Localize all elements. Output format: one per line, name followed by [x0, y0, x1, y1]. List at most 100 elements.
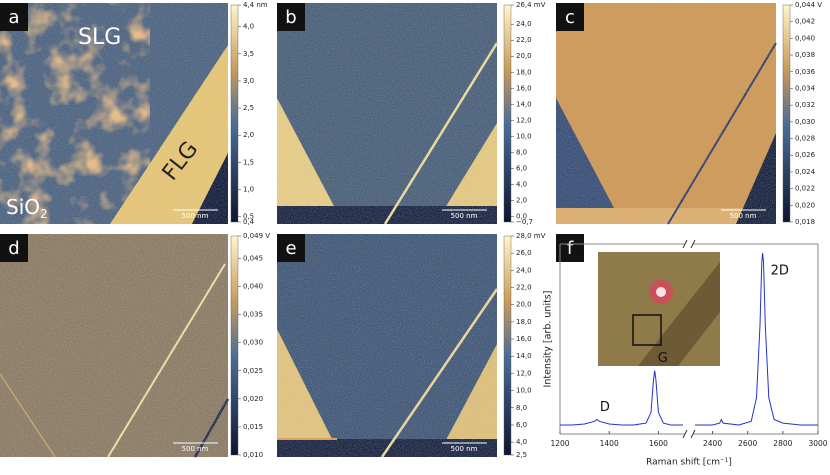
panel-label: c — [565, 7, 575, 28]
colorbar-tick-label: 0,024 — [795, 168, 816, 176]
colorbar-tick-label: 14,0 — [516, 352, 532, 360]
colorbar — [230, 235, 239, 456]
panel-label: f — [567, 238, 574, 259]
colorbar-tick-label: 24,0 — [516, 20, 532, 28]
panel-label-box — [556, 234, 584, 262]
colorbar-tick-label: 10,0 — [516, 387, 532, 395]
colorbar-tick-label: 0,010 — [243, 451, 263, 459]
colorbar-tick-label: 0,032 — [795, 101, 815, 109]
colorbar-tick-label: −0,7 — [516, 218, 533, 226]
panel-d-image — [0, 234, 230, 458]
panel-a-image — [0, 3, 228, 224]
colorbar-tick-label: 0,026 — [795, 151, 816, 159]
colorbar-tick-label: 0,028 — [795, 135, 815, 143]
colorbar-tick-label: 4,0 — [516, 438, 527, 446]
colorbar-tick-label: 0,015 — [243, 423, 263, 431]
x-tick-label: 3000 — [808, 439, 827, 448]
x-tick-label: 1400 — [600, 439, 619, 448]
colorbar-tick-label: 2,5 — [243, 104, 254, 112]
y-axis-label: Intensity [arb. units] — [543, 291, 554, 388]
colorbar-tick-label: 26,0 — [516, 249, 532, 257]
colorbar-tick-label: 6,0 — [516, 421, 527, 429]
scale-bar-label: 500 nm — [182, 212, 209, 220]
colorbar-tick-label: 0,040 — [243, 283, 263, 291]
colorbar-tick-label: 24,0 — [516, 266, 532, 274]
colorbar-tick-label: 18,0 — [516, 318, 532, 326]
colorbar-tick-label: 16,0 — [516, 335, 532, 343]
peak-label: G — [658, 351, 668, 366]
colorbar-tick-label: 0,030 — [795, 118, 815, 126]
colorbar-tick-label: 0,020 — [243, 395, 263, 403]
colorbar-tick-label: 0,030 — [243, 339, 263, 347]
panel-b-image — [277, 3, 499, 225]
peak-label: 2D — [771, 264, 789, 279]
panel-label: a — [8, 7, 19, 28]
colorbar-tick-label: 12,0 — [516, 369, 532, 377]
colorbar-tick-label: 0,025 — [243, 367, 263, 375]
colorbar-tick-label: 0,045 — [243, 254, 263, 262]
panel-label-box — [277, 234, 305, 262]
inset-photo — [598, 252, 720, 366]
panel-e-image — [277, 234, 499, 458]
panel-label-box — [0, 3, 28, 31]
colorbar-tick-label: 1,5 — [243, 158, 254, 166]
panel-label: b — [285, 7, 296, 28]
x-tick-label: 1200 — [550, 439, 569, 448]
colorbar-tick-label: 16,0 — [516, 84, 532, 92]
colorbar-tick-label: 0,4 — [243, 218, 255, 226]
colorbar-tick-label: 0,035 — [243, 311, 263, 319]
colorbar-tick-label: 4,4 nm — [243, 1, 268, 9]
colorbar-tick-label: 0,018 — [795, 218, 815, 226]
colorbar-tick-label: 18,0 — [516, 68, 532, 76]
colorbar-tick-label: 0,020 — [795, 201, 815, 209]
colorbar-tick-label: 10,0 — [516, 132, 532, 140]
colorbar-tick-label: 4,0 — [516, 180, 527, 188]
colorbar-tick-label: 0,036 — [795, 68, 816, 76]
peak-label: D — [600, 400, 610, 415]
colorbar — [230, 4, 239, 223]
x-tick-label: 1600 — [649, 439, 668, 448]
colorbar-tick-label: 1,0 — [243, 185, 254, 193]
slg-label: SLG — [78, 25, 121, 50]
colorbar-tick-label: 28,0 mV — [516, 232, 546, 240]
panel-label-box — [0, 234, 28, 262]
colorbar-tick-label: 20,0 — [516, 301, 532, 309]
colorbar-tick-label: 0,049 V — [243, 232, 270, 240]
scale-bar-label: 500 nm — [182, 445, 209, 453]
colorbar-tick-label: 2,5 — [516, 451, 527, 459]
colorbar-tick-label: 4,0 — [243, 23, 254, 31]
colorbar — [503, 235, 512, 456]
colorbar-tick-label: 14,0 — [516, 100, 532, 108]
colorbar-tick-label: 20,0 — [516, 52, 532, 60]
axis-break — [682, 239, 688, 249]
x-tick-label: 2600 — [738, 439, 757, 448]
panel-label-box — [556, 3, 584, 31]
x-axis-label: Raman shift [cm⁻¹] — [646, 458, 732, 468]
axis-break — [690, 429, 696, 439]
colorbar-tick-label: 0,022 — [795, 185, 815, 193]
colorbar-tick-label: 3,5 — [243, 50, 254, 58]
scale-bar-label: 500 nm — [451, 212, 478, 220]
colorbar-tick-label: 0,044 V — [795, 1, 822, 9]
colorbar — [782, 4, 791, 223]
colorbar-tick-label: 0,038 — [795, 51, 815, 59]
colorbar-tick-label: 2,0 — [516, 196, 527, 204]
x-tick-label: 2400 — [703, 439, 722, 448]
colorbar-tick-label: 0,040 — [795, 34, 815, 42]
x-tick-label: 2800 — [773, 439, 792, 448]
colorbar-tick-label: 3,0 — [243, 77, 254, 85]
colorbar — [503, 4, 512, 223]
colorbar-tick-label: 8,0 — [516, 148, 527, 156]
colorbar-tick-label: 2,0 — [243, 131, 254, 139]
panel-label: e — [285, 238, 296, 259]
colorbar-tick-label: 26,4 mV — [516, 1, 546, 9]
axis-break — [682, 429, 688, 439]
sio2-text: SiO — [6, 195, 40, 219]
sio2-sub: 2 — [40, 207, 48, 221]
colorbar-tick-label: 6,0 — [516, 164, 527, 172]
scale-bar-label: 500 nm — [730, 212, 757, 220]
colorbar-tick-label: 8,0 — [516, 404, 527, 412]
spectrum-line — [560, 252, 818, 426]
colorbar-tick-label: 0,5 — [243, 213, 254, 221]
